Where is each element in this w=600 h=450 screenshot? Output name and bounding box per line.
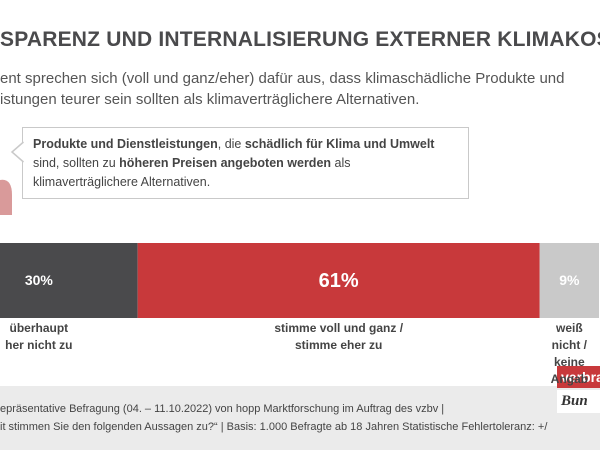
statement-text: als klimaverträglichere Alternativen. [33, 156, 351, 189]
legend-label: überhaupt her nicht zu [5, 321, 73, 352]
bar-chart: 30% 61% 9% [0, 243, 599, 318]
legend-label: weiß nicht / keine Angab [550, 321, 589, 386]
bar-segment [539, 243, 599, 318]
statement-bold: Produkte und Dienstleistungen [33, 137, 218, 151]
statement: Produkte und Dienstleistungen, die schäd… [22, 127, 469, 199]
bar-segment [0, 243, 138, 318]
subtitle: istungen teurer sein sollten als klimave… [0, 91, 420, 108]
callout-decor [0, 179, 12, 215]
title: SPARENZ UND INTERNALISIERUNG EXTERNER KL… [0, 28, 600, 51]
footer-text: epräsentative Befragung (04. – 11.10.202… [0, 403, 445, 415]
footer [0, 386, 600, 450]
footer-text: it stimmen Sie den folgenden Aussagen zu… [0, 421, 548, 433]
callout-pointer [10, 141, 24, 163]
bar-segment [137, 243, 540, 318]
logo: Bun [557, 390, 600, 413]
value-label: 30% [25, 272, 54, 288]
logo: verbra [557, 366, 600, 388]
statement-bold: höheren Preisen angeboten werden [119, 156, 332, 170]
statement-bold: schädlich für Klima und Umwelt [244, 137, 435, 151]
subtitle: ent sprechen sich (voll und ganz/eher) d… [0, 70, 565, 87]
legend-label: stimme voll und ganz / stimme eher zu [274, 321, 404, 352]
value-label: 61% [319, 270, 359, 292]
statement-text: sind, sollten zu [33, 156, 120, 170]
value-label: 9% [559, 272, 580, 288]
statement-text: , die [217, 137, 245, 151]
